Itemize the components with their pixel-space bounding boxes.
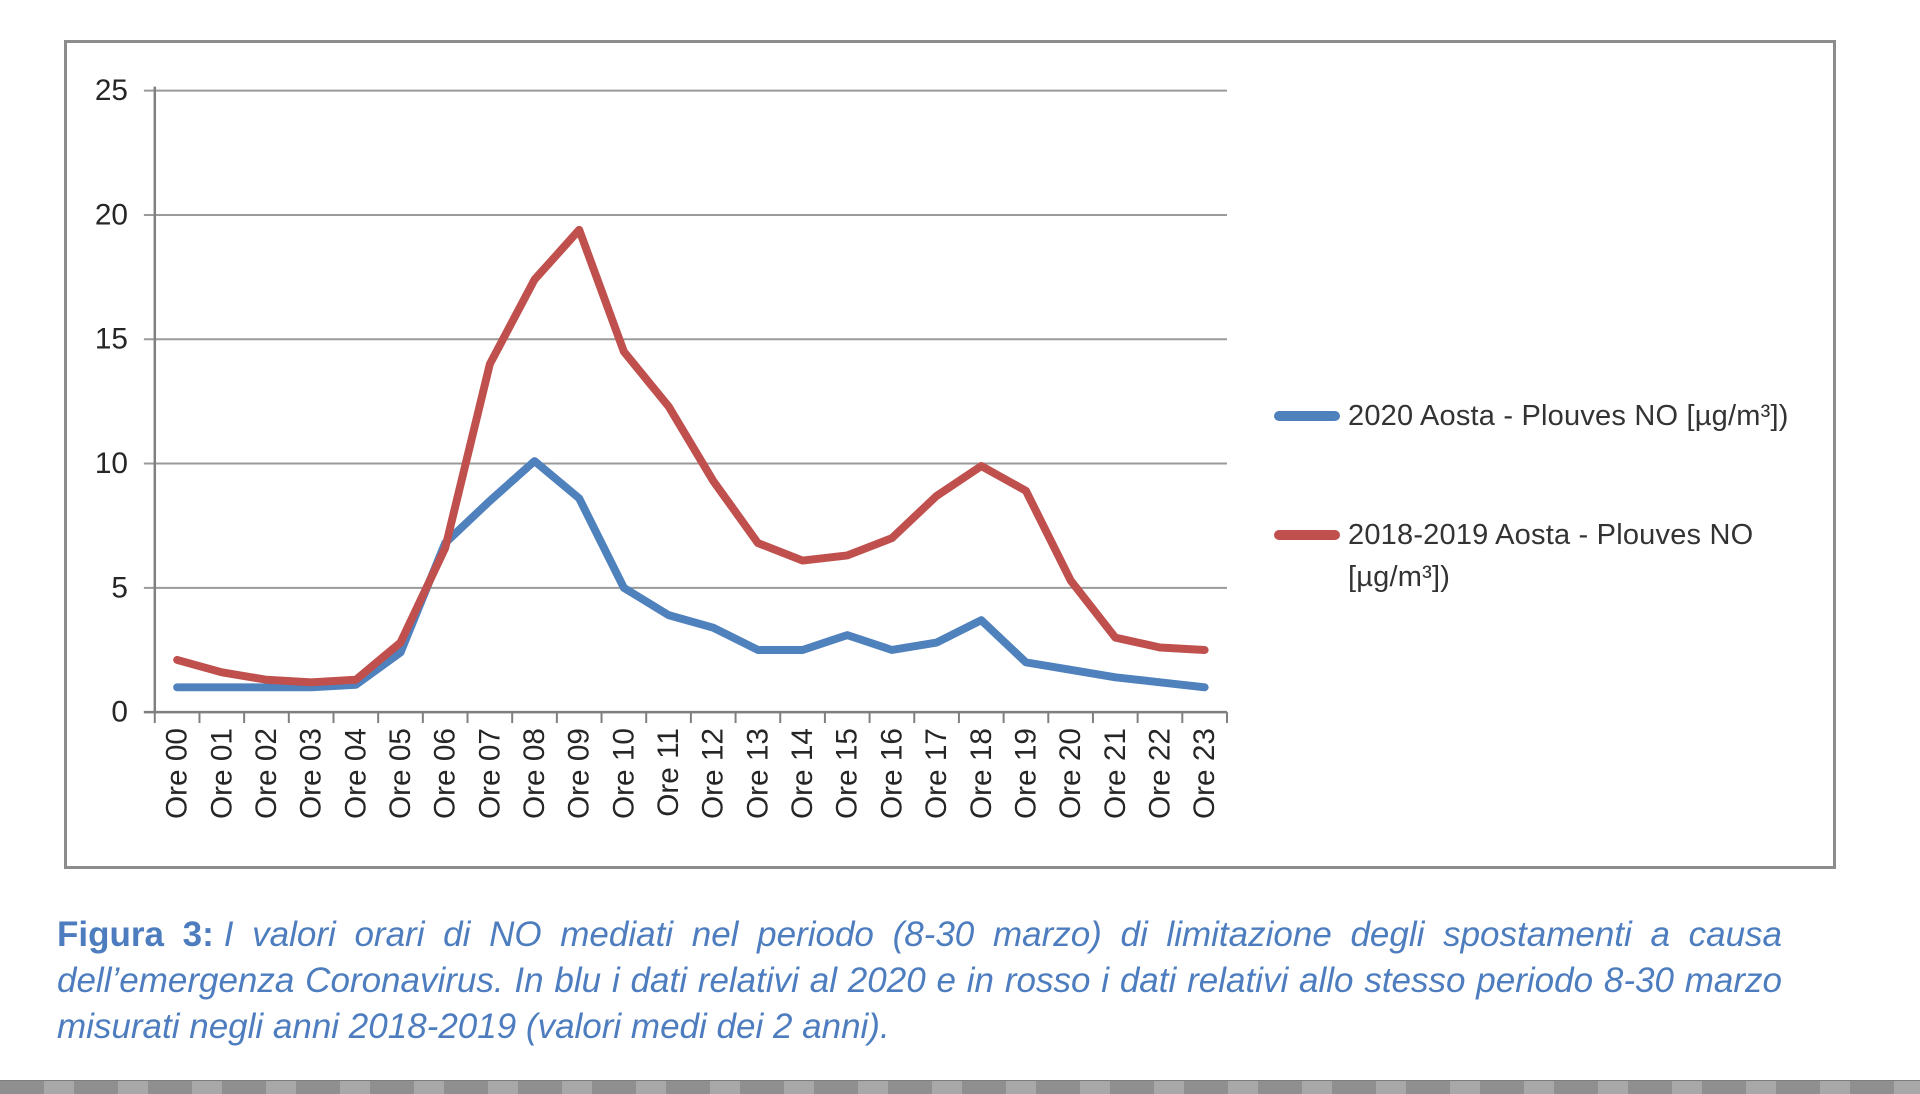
x-axis-tick-label: Ore 21 xyxy=(1099,728,1132,819)
y-axis-tick-label: 10 xyxy=(95,447,128,480)
x-axis-tick-label: Ore 11 xyxy=(652,728,685,817)
x-axis-tick-label: Ore 23 xyxy=(1188,728,1221,819)
x-axis-tick-label: Ore 03 xyxy=(295,728,328,819)
x-axis-tick-label: Ore 14 xyxy=(786,728,819,819)
figure-frame: 0 5 10 15 20 25 Ore 00 Ore 01 Ore 02 Ore 03 Ore 04… xyxy=(64,40,1836,869)
x-axis-tick-label: Ore 00 xyxy=(161,728,194,819)
x-axis-tick-label: Ore 22 xyxy=(1143,728,1176,819)
y-axis-tick-label: 25 xyxy=(95,74,128,107)
x-axis-tick-label: Ore 04 xyxy=(339,728,372,819)
figure-caption-label: Figura 3: xyxy=(57,915,214,954)
x-axis-tick-label: Ore 09 xyxy=(563,728,596,819)
x-axis-tick-label: Ore 18 xyxy=(965,728,998,819)
figure-caption-text: I valori orari di NO mediati nel periodo… xyxy=(57,915,1782,1046)
x-axis-tick-label: Ore 13 xyxy=(741,728,774,819)
series-line-2020 xyxy=(173,457,1209,692)
x-axis-tick-label: Ore 10 xyxy=(607,728,640,819)
x-axis-tick-label: Ore 17 xyxy=(920,728,953,819)
x-axis-tick-label: Ore 16 xyxy=(875,728,908,819)
line-chart: 0 5 10 15 20 25 Ore 00 Ore 01 Ore 02 Ore 03 Ore 04… xyxy=(95,74,1228,819)
y-axis-tick-label: 15 xyxy=(95,323,128,356)
x-axis-tick-label: Ore 12 xyxy=(697,728,730,819)
y-axis-tick-label: 20 xyxy=(95,198,128,231)
x-axis-tick-label: Ore 06 xyxy=(429,728,462,819)
x-axis-tick-label: Ore 19 xyxy=(1009,728,1042,819)
y-axis-tick-label: 5 xyxy=(111,571,128,604)
x-axis-tick-label: Ore 20 xyxy=(1054,728,1087,819)
x-axis-tick-label: Ore 15 xyxy=(831,728,864,819)
x-axis-tick-label: Ore 08 xyxy=(518,728,551,819)
series-line-2018-2019 xyxy=(173,225,1209,687)
cropped-next-content-strip xyxy=(0,1080,1920,1094)
x-axis-tick-label: Ore 02 xyxy=(250,728,283,819)
x-axis-tick-label: Ore 07 xyxy=(473,728,506,819)
figure-caption: Figura 3: I valori orari di NO mediati ne… xyxy=(57,912,1782,1050)
x-axis-tick-label: Ore 01 xyxy=(205,728,238,819)
x-axis-tick-label: Ore 05 xyxy=(384,728,417,819)
y-axis-tick-label: 0 xyxy=(111,696,128,729)
